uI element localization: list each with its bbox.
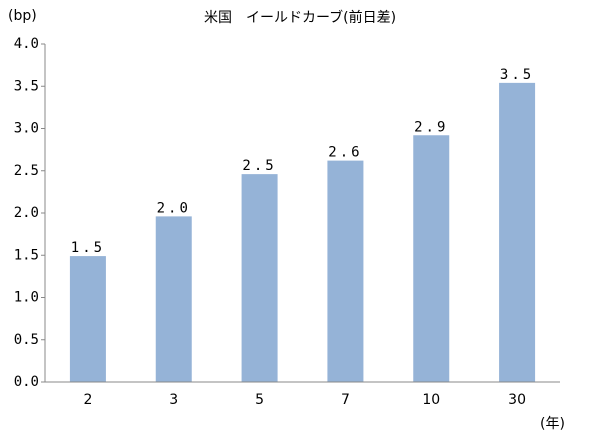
y-tick-label: 0.5 — [14, 332, 39, 348]
chart-title: 米国 イールドカーブ(前日差) — [204, 9, 396, 26]
x-tick-label: 5 — [255, 392, 264, 408]
y-tick-label: 0.0 — [14, 374, 39, 390]
value-label: 3.5 — [500, 67, 534, 83]
value-label: 2.5 — [242, 158, 276, 174]
y-tick-label: 4.0 — [14, 36, 39, 52]
bar — [155, 216, 192, 382]
bar — [413, 135, 450, 382]
x-tick-label: 3 — [169, 392, 178, 408]
x-axis-label: (年) — [540, 416, 565, 432]
y-axis-label: (bp) — [8, 8, 37, 24]
bar — [241, 174, 278, 382]
y-tick-label: 1.5 — [14, 247, 39, 263]
value-label: 2.0 — [157, 200, 191, 216]
y-tick-label: 1.0 — [14, 290, 39, 306]
bar — [499, 82, 536, 383]
value-label: 2.9 — [414, 119, 448, 135]
y-tick-label: 2.5 — [14, 163, 39, 179]
x-tick-label: 7 — [341, 392, 350, 408]
value-label: 2.6 — [328, 145, 362, 161]
bar — [327, 160, 364, 382]
x-tick-label: 30 — [508, 392, 526, 408]
y-tick-label: 3.5 — [14, 78, 39, 94]
y-tick-label: 2.0 — [14, 205, 39, 221]
x-tick-label: 10 — [422, 392, 440, 408]
bar — [69, 256, 106, 382]
y-tick-label: 3.0 — [14, 121, 39, 137]
value-label: 1.5 — [71, 240, 105, 256]
x-tick-label: 2 — [83, 392, 92, 408]
